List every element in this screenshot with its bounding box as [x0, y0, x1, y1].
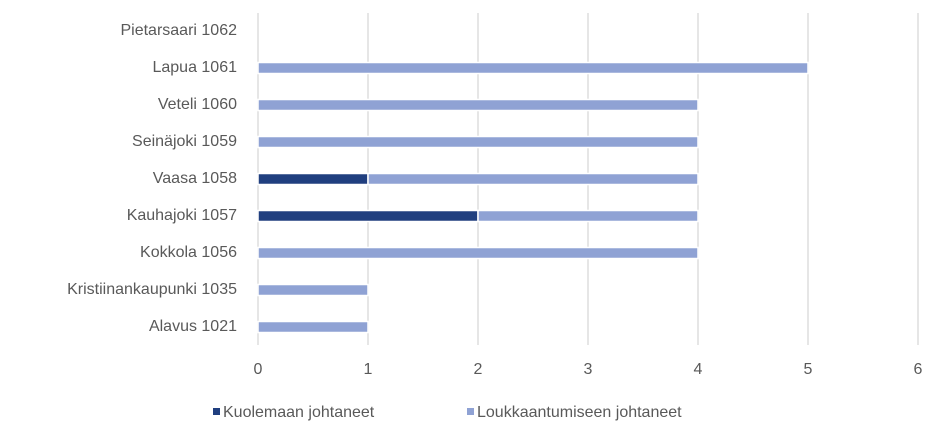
x-tick-label: 2: [474, 361, 483, 378]
bar: [367, 172, 699, 186]
bar: [257, 172, 369, 186]
legend-swatch: [467, 408, 474, 415]
x-tick-label: 5: [804, 361, 813, 378]
y-tick-label: Kauhajoki 1057: [127, 207, 237, 224]
bar: [477, 209, 699, 223]
bar: [257, 209, 479, 223]
legend-label: Kuolemaan johtaneet: [223, 404, 375, 421]
y-tick-label: Vaasa 1058: [153, 170, 237, 187]
x-tick-label: 1: [364, 361, 373, 378]
y-tick-label: Alavus 1021: [149, 318, 237, 335]
bar: [257, 283, 369, 297]
x-tick-label: 6: [914, 361, 923, 378]
x-tick-label: 4: [694, 361, 703, 378]
x-tick-label: 0: [254, 361, 263, 378]
legend-label: Loukkaantumiseen johtaneet: [477, 404, 682, 421]
y-tick-label: Pietarsaari 1062: [120, 22, 237, 39]
bar: [257, 98, 699, 112]
bar: [257, 320, 369, 334]
y-tick-label: Kokkola 1056: [140, 244, 237, 261]
bar: [257, 61, 809, 75]
y-tick-label: Seinäjoki 1059: [132, 133, 237, 150]
bar: [257, 246, 699, 260]
y-tick-label: Kristiinankaupunki 1035: [67, 281, 237, 298]
legend-swatch: [213, 408, 220, 415]
x-tick-label: 3: [584, 361, 593, 378]
y-tick-label: Lapua 1061: [152, 59, 237, 76]
bar: [257, 135, 699, 149]
y-tick-label: Veteli 1060: [158, 96, 237, 113]
